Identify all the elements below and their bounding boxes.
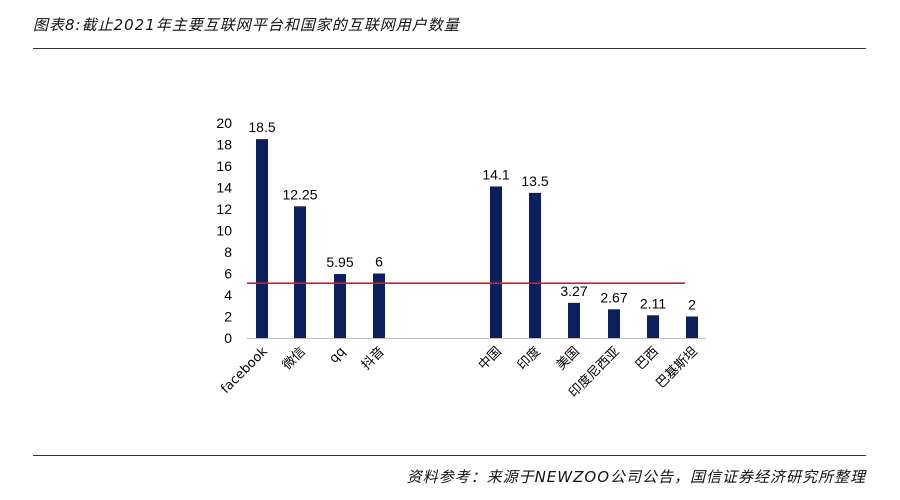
y-axis-ticks: 0 2 4 6 8 10 12 14 16 18 20 bbox=[216, 115, 232, 346]
y-tick-label: 18 bbox=[216, 137, 232, 153]
category-label: qq bbox=[327, 344, 349, 366]
y-tick-label: 20 bbox=[216, 115, 232, 131]
category-label: 巴西 bbox=[633, 344, 662, 373]
bottom-divider bbox=[33, 455, 866, 456]
bar bbox=[686, 316, 698, 338]
data-labels: 18.5 12.25 5.95 6 14.1 13.5 3.27 2.67 2.11 2 bbox=[248, 119, 696, 312]
bar bbox=[373, 273, 385, 338]
data-label: 2 bbox=[688, 297, 696, 313]
bar bbox=[256, 139, 268, 338]
y-tick-label: 4 bbox=[224, 287, 232, 303]
data-label: 18.5 bbox=[248, 119, 275, 135]
data-label: 5.95 bbox=[326, 254, 353, 270]
bar bbox=[490, 186, 502, 338]
bar bbox=[294, 206, 306, 338]
bar bbox=[608, 309, 620, 338]
y-tick-label: 8 bbox=[224, 244, 232, 260]
data-label: 12.25 bbox=[282, 186, 317, 202]
chart-title: 图表8:截止2021年主要互联网平台和国家的互联网用户数量 bbox=[33, 16, 460, 34]
y-tick-label: 2 bbox=[224, 309, 232, 325]
bar bbox=[568, 302, 580, 338]
y-tick-label: 14 bbox=[216, 180, 232, 196]
bar bbox=[647, 315, 659, 338]
bar bbox=[334, 274, 346, 338]
y-tick-label: 12 bbox=[216, 201, 232, 217]
data-label: 14.1 bbox=[482, 166, 509, 182]
source-note: 资料参考：来源于NEWZOO公司公告，国信证券经济研究所整理 bbox=[406, 468, 866, 486]
category-label: facebook bbox=[218, 344, 271, 397]
y-tick-label: 16 bbox=[216, 158, 232, 174]
data-label: 3.27 bbox=[560, 283, 587, 299]
category-label: 印度 bbox=[514, 344, 544, 374]
bars bbox=[256, 139, 698, 338]
category-label: 美国 bbox=[554, 344, 583, 373]
data-label: 6 bbox=[375, 254, 383, 270]
y-tick-label: 0 bbox=[224, 330, 232, 346]
category-label: 巴基斯坦 bbox=[653, 344, 700, 391]
y-tick-label: 6 bbox=[224, 266, 232, 282]
y-tick-label: 10 bbox=[216, 223, 232, 239]
data-label: 13.5 bbox=[521, 173, 548, 189]
top-divider bbox=[33, 48, 866, 49]
bar bbox=[529, 192, 541, 338]
category-label: 抖音 bbox=[358, 344, 388, 374]
category-label: 中国 bbox=[476, 344, 505, 373]
data-label: 2.11 bbox=[640, 295, 666, 311]
category-label: 微信 bbox=[280, 344, 309, 373]
data-label: 2.67 bbox=[600, 289, 627, 305]
